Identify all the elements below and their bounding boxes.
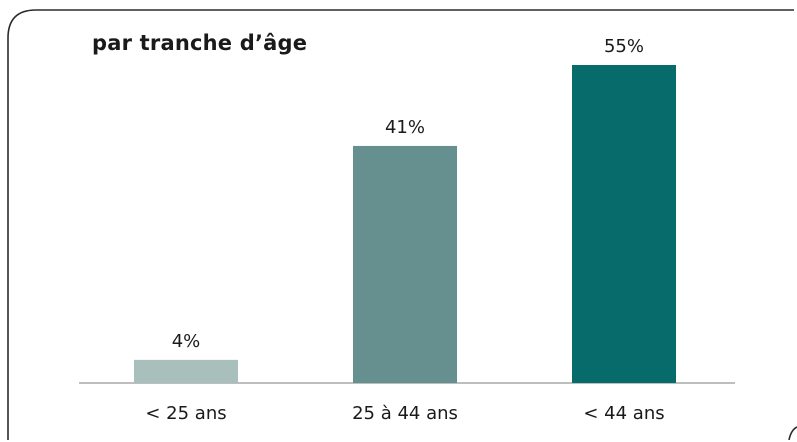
bar (134, 359, 238, 383)
data-label: 41% (385, 117, 425, 138)
data-label: 4% (172, 331, 201, 352)
x-tick-label: 25 à 44 ans (352, 403, 458, 424)
chart-title: par tranche d’âge (92, 31, 308, 55)
chart-frame-corner (788, 426, 797, 441)
data-label: 55% (604, 36, 644, 57)
x-tick-label: < 44 ans (583, 403, 664, 424)
chart-frame (7, 9, 794, 440)
bars-layer: 4% < 25 ans 41% 25 à 44 ans 55% < 44 ans (134, 36, 676, 424)
bar (572, 65, 676, 383)
bar (353, 145, 457, 383)
x-tick-label: < 25 ans (145, 403, 226, 424)
